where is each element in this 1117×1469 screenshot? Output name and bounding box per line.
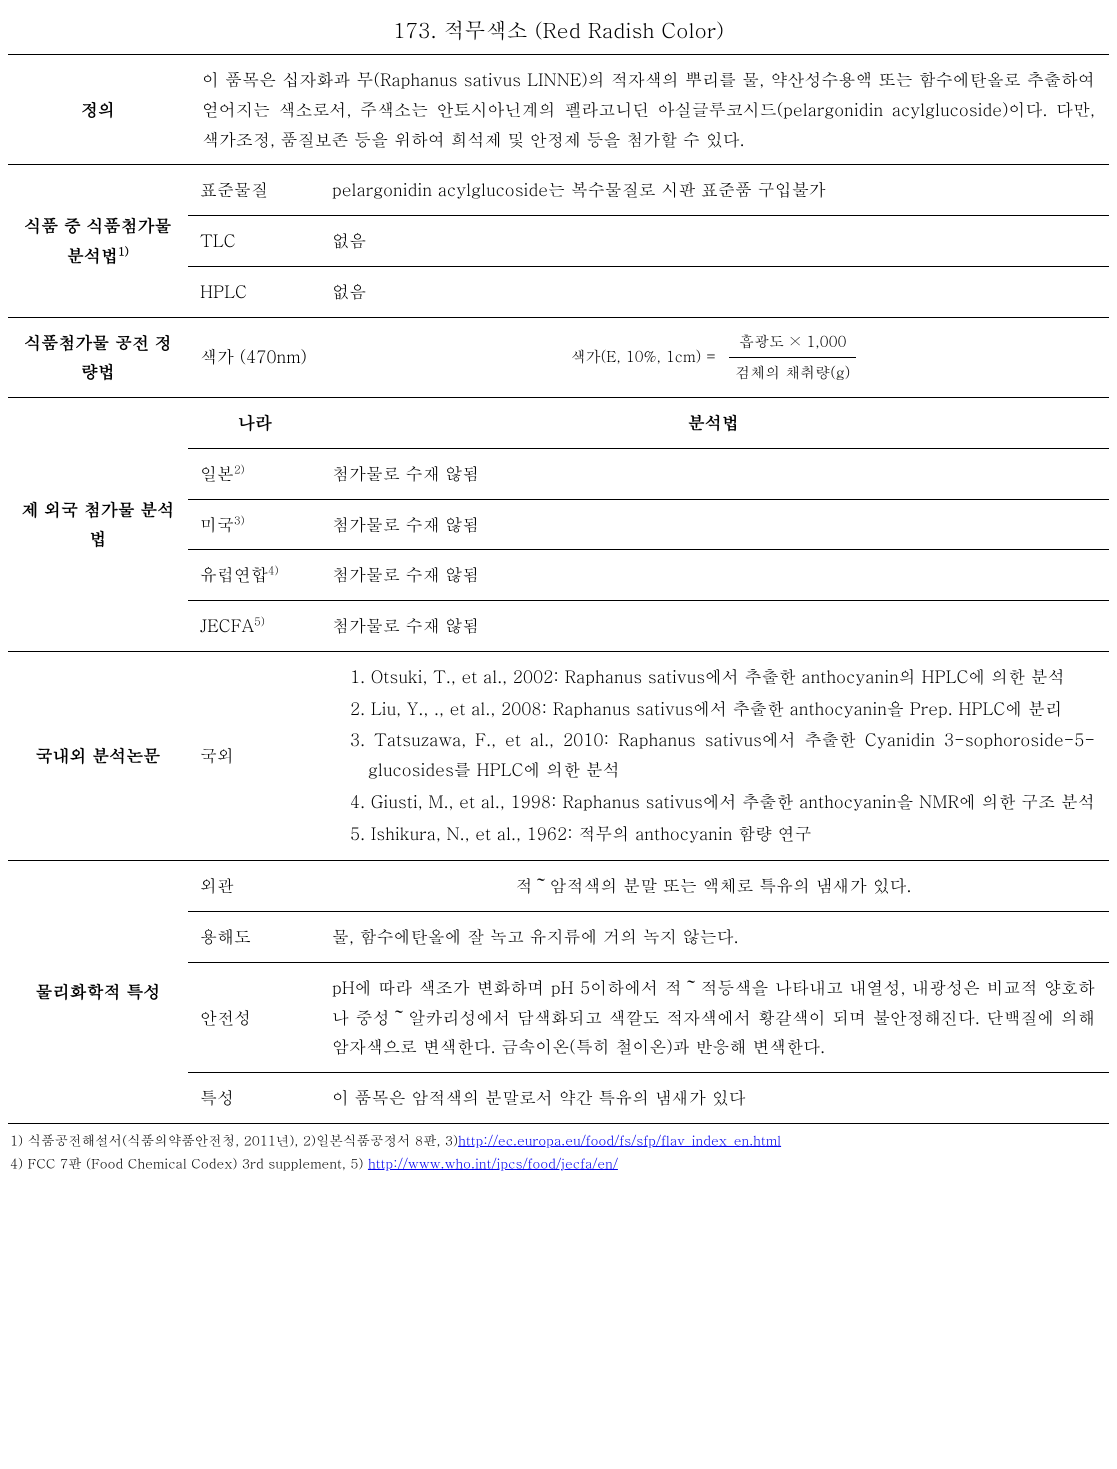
analysis-sub-2-name: HPLC bbox=[188, 266, 318, 317]
row-codex-label: 식품첨가물 공전 정량법 bbox=[8, 317, 188, 398]
foreign-3-method: 첨가물로 수재 않됨 bbox=[318, 601, 1109, 652]
foreign-1-method: 첨가물로 수재 않됨 bbox=[318, 499, 1109, 550]
paper-item-4: 5. Ishikura, N., et al., 1962: 적무의 antho… bbox=[350, 819, 1095, 849]
row-papers-content: 1. Otsuki, T., et al., 2002: Raphanus sa… bbox=[318, 651, 1109, 861]
foreign-0-method: 첨가물로 수재 않됨 bbox=[318, 448, 1109, 499]
foreign-0-country: 일본2) bbox=[188, 448, 318, 499]
fraction-bot: 검체의 채취량(g) bbox=[729, 358, 856, 386]
footnote-text-2: 4) FCC 7판 (Food Chemical Codex) 3rd supp… bbox=[10, 1153, 368, 1172]
foreign-0-country-text: 일본 bbox=[200, 461, 234, 485]
physchem-3-content: 이 품목은 암적색의 분말로서 약간 특유의 냄새가 있다 bbox=[318, 1073, 1109, 1124]
footnotes: 1) 식품공전해설서(식품의약품안전청, 2011년), 2)일본식품공정서 8… bbox=[8, 1124, 1109, 1174]
foreign-header-method: 분석법 bbox=[318, 398, 1109, 449]
footnote-line-2: 4) FCC 7판 (Food Chemical Codex) 3rd supp… bbox=[10, 1151, 1107, 1174]
paper-item-0: 1. Otsuki, T., et al., 2002: Raphanus sa… bbox=[350, 662, 1095, 692]
foreign-3-country: JECFA5) bbox=[188, 601, 318, 652]
paper-item-1: 2. Liu, Y., ., et al., 2008: Raphanus sa… bbox=[350, 694, 1095, 724]
physchem-1-name: 용해도 bbox=[188, 912, 318, 963]
footnote-line-1: 1) 식품공전해설서(식품의약품안전청, 2011년), 2)일본식품공정서 8… bbox=[10, 1128, 1107, 1151]
row-definition-label: 정의 bbox=[8, 55, 188, 165]
analysis-sub-1-content: 없음 bbox=[318, 216, 1109, 267]
footnote-link-1[interactable]: http://ec.europa.eu/food/fs/sfp/flav_ind… bbox=[458, 1130, 781, 1149]
physchem-2-name: 안전성 bbox=[188, 962, 318, 1072]
formula-fraction: 흡광도 × 1,000 검체의 채취량(g) bbox=[729, 329, 856, 387]
row-physchem-label: 물리화학적 특성 bbox=[8, 861, 188, 1124]
foreign-1-country: 미국3) bbox=[188, 499, 318, 550]
page-title: 173. 적무색소 (Red Radish Color) bbox=[8, 8, 1109, 55]
main-table: 정의 이 품목은 십자화과 무(Raphanus sativus LINNE)의… bbox=[8, 55, 1109, 1124]
row-foreign-label: 제 외국 첨가물 분석법 bbox=[8, 398, 188, 652]
physchem-2-content: pH에 따라 색조가 변화하며 pH 5이하에서 적～적등색을 나타내고 내열성… bbox=[318, 962, 1109, 1072]
foreign-2-sup: 4) bbox=[268, 564, 279, 579]
foreign-2-country: 유럽연합4) bbox=[188, 550, 318, 601]
analysis-sub-0-content: pelargonidin acylglucoside는 복수물질로 시판 표준품… bbox=[318, 165, 1109, 216]
papers-list: 1. Otsuki, T., et al., 2002: Raphanus sa… bbox=[332, 662, 1095, 849]
physchem-0-name: 외관 bbox=[188, 861, 318, 912]
fraction-top: 흡광도 × 1,000 bbox=[729, 329, 856, 358]
footnote-text-1: 1) 식품공전해설서(식품의약품안전청, 2011년), 2)일본식품공정서 8… bbox=[10, 1130, 458, 1149]
foreign-2-method: 첨가물로 수재 않됨 bbox=[318, 550, 1109, 601]
foreign-1-country-text: 미국 bbox=[200, 512, 234, 536]
footnote-link-2[interactable]: http://www.who.int/ipcs/food/jecfa/en/ bbox=[368, 1153, 618, 1172]
physchem-3-name: 특성 bbox=[188, 1073, 318, 1124]
row-papers-label: 국내외 분석논문 bbox=[8, 651, 188, 861]
foreign-2-country-text: 유럽연합 bbox=[200, 562, 268, 586]
analysis-sub-2-content: 없음 bbox=[318, 266, 1109, 317]
physchem-0-content: 적～암적색의 분말 또는 액체로 특유의 냄새가 있다. bbox=[318, 861, 1109, 912]
foreign-0-sup: 2) bbox=[234, 462, 245, 477]
paper-item-2: 3. Tatsuzawa, F., et al., 2010: Raphanus… bbox=[350, 725, 1095, 785]
analysis-sub-0-name: 표준물질 bbox=[188, 165, 318, 216]
formula-label: 색가(E, 10%, 1cm) = bbox=[571, 345, 716, 366]
foreign-3-sup: 5) bbox=[254, 614, 265, 629]
foreign-3-country-text: JECFA bbox=[200, 613, 254, 637]
foreign-header-country: 나라 bbox=[188, 398, 318, 449]
row-codex-sublabel: 색가 (470nm) bbox=[188, 317, 318, 398]
paper-item-3: 4. Giusti, M., et al., 1998: Raphanus sa… bbox=[350, 787, 1095, 817]
row-codex-formula: 색가(E, 10%, 1cm) = 흡광도 × 1,000 검체의 채취량(g) bbox=[318, 317, 1109, 398]
row-definition-content: 이 품목은 십자화과 무(Raphanus sativus LINNE)의 적자… bbox=[188, 55, 1109, 165]
analysis-sub-1-name: TLC bbox=[188, 216, 318, 267]
row-analysis-label: 식품 중 식품첨가물 분석법1) bbox=[8, 165, 188, 317]
foreign-1-sup: 3) bbox=[234, 513, 245, 528]
row-papers-sublabel: 국외 bbox=[188, 651, 318, 861]
physchem-1-content: 물, 함수에탄올에 잘 녹고 유지류에 거의 녹지 않는다. bbox=[318, 912, 1109, 963]
analysis-label-sup: 1) bbox=[118, 244, 129, 259]
analysis-label-text: 식품 중 식품첨가물 분석법 bbox=[24, 213, 171, 267]
